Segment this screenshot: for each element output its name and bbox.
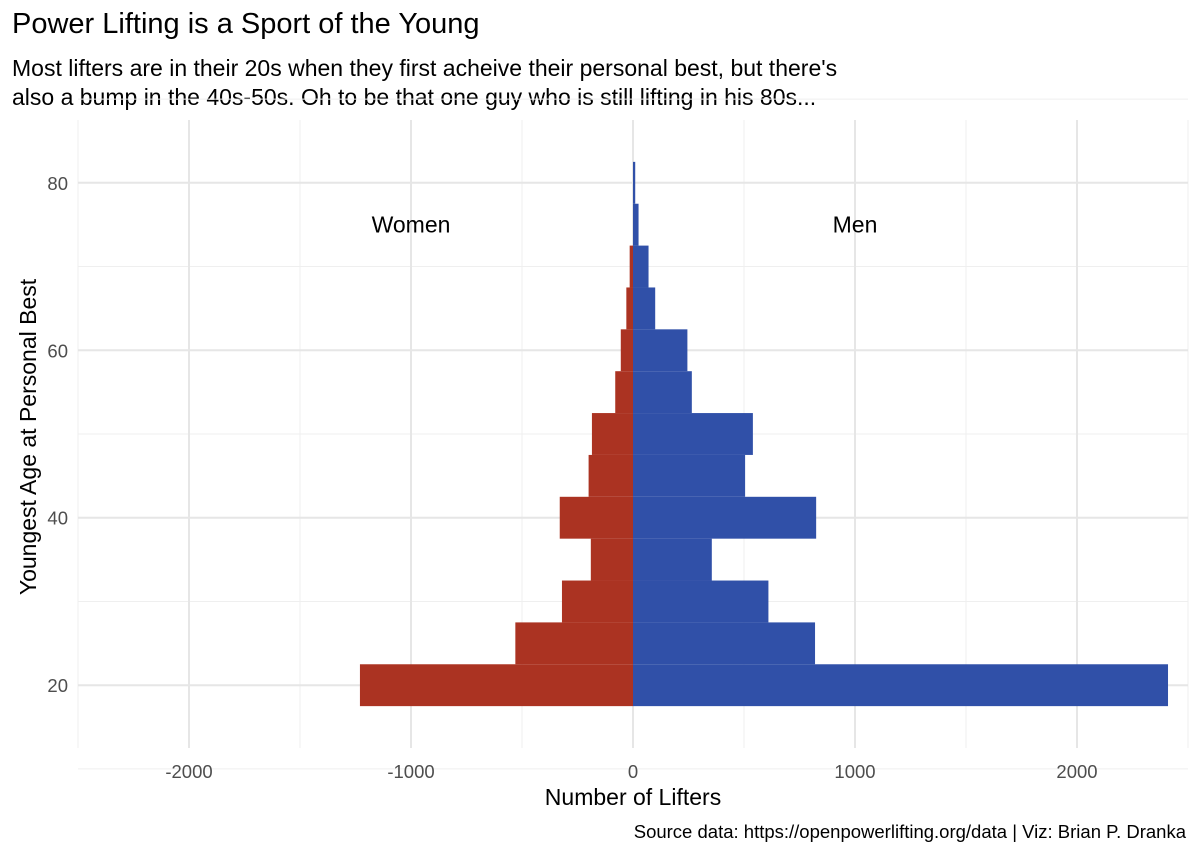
bar-men-age-25 [633,622,816,665]
bar-women-age-50 [591,413,633,455]
x-tick-label: -1000 [387,761,434,782]
bars [359,161,1169,707]
bar-women-age-30 [561,580,633,623]
x-axis-title: Number of Lifters [545,784,721,810]
annotations: Women Men [372,212,878,238]
x-tick-label: 1000 [834,761,875,782]
bar-men-age-50 [633,413,753,455]
annotation-women: Women [372,212,451,238]
annotation-men: Men [833,212,878,238]
y-tick-label: 60 [47,340,68,361]
bar-men-age-45 [633,454,746,497]
x-tick-label: 0 [628,761,638,782]
y-tick-label: 20 [47,675,68,696]
bar-women-age-55 [615,371,633,414]
bar-women-age-20 [359,664,633,707]
y-axis-tick-labels: 20 40 60 80 [47,173,68,696]
bar-women-age-40 [559,496,633,539]
bar-men-age-80 [633,161,636,204]
chart-subtitle-line-2: also a bump in the 40s-50s. Oh to be tha… [12,84,817,110]
source-caption: Source data: https://openpowerlifting.or… [633,821,1186,842]
bar-men-age-60 [633,329,688,372]
bar-men-age-40 [633,496,817,539]
x-tick-label: 2000 [1056,761,1097,782]
bar-men-age-20 [633,664,1169,707]
bar-women-age-45 [588,454,633,497]
x-axis-tick-labels: -2000 -1000 0 1000 2000 [165,761,1097,782]
bar-men-age-70 [633,245,649,288]
y-tick-label: 80 [47,173,68,194]
bar-men-age-65 [633,287,656,330]
bar-men-age-35 [633,538,712,581]
bar-men-age-55 [633,371,692,414]
y-tick-label: 40 [47,508,68,529]
chart-subtitle-line-1: Most lifters are in their 20s when they … [12,55,838,81]
bar-women-age-35 [590,538,633,581]
bar-women-age-60 [620,329,633,372]
bar-women-age-70 [629,245,633,288]
x-tick-label: -2000 [165,761,212,782]
y-axis-title: Youngest Age at Personal Best [15,278,41,595]
bar-women-age-25 [515,622,633,665]
chart-subtitle: Most lifters are in their 20s when they … [12,54,1012,112]
bar-women-age-65 [626,287,633,330]
bar-men-age-75 [633,203,639,246]
chart-title: Power Lifting is a Sport of the Young [12,8,480,40]
bar-men-age-30 [633,580,769,623]
